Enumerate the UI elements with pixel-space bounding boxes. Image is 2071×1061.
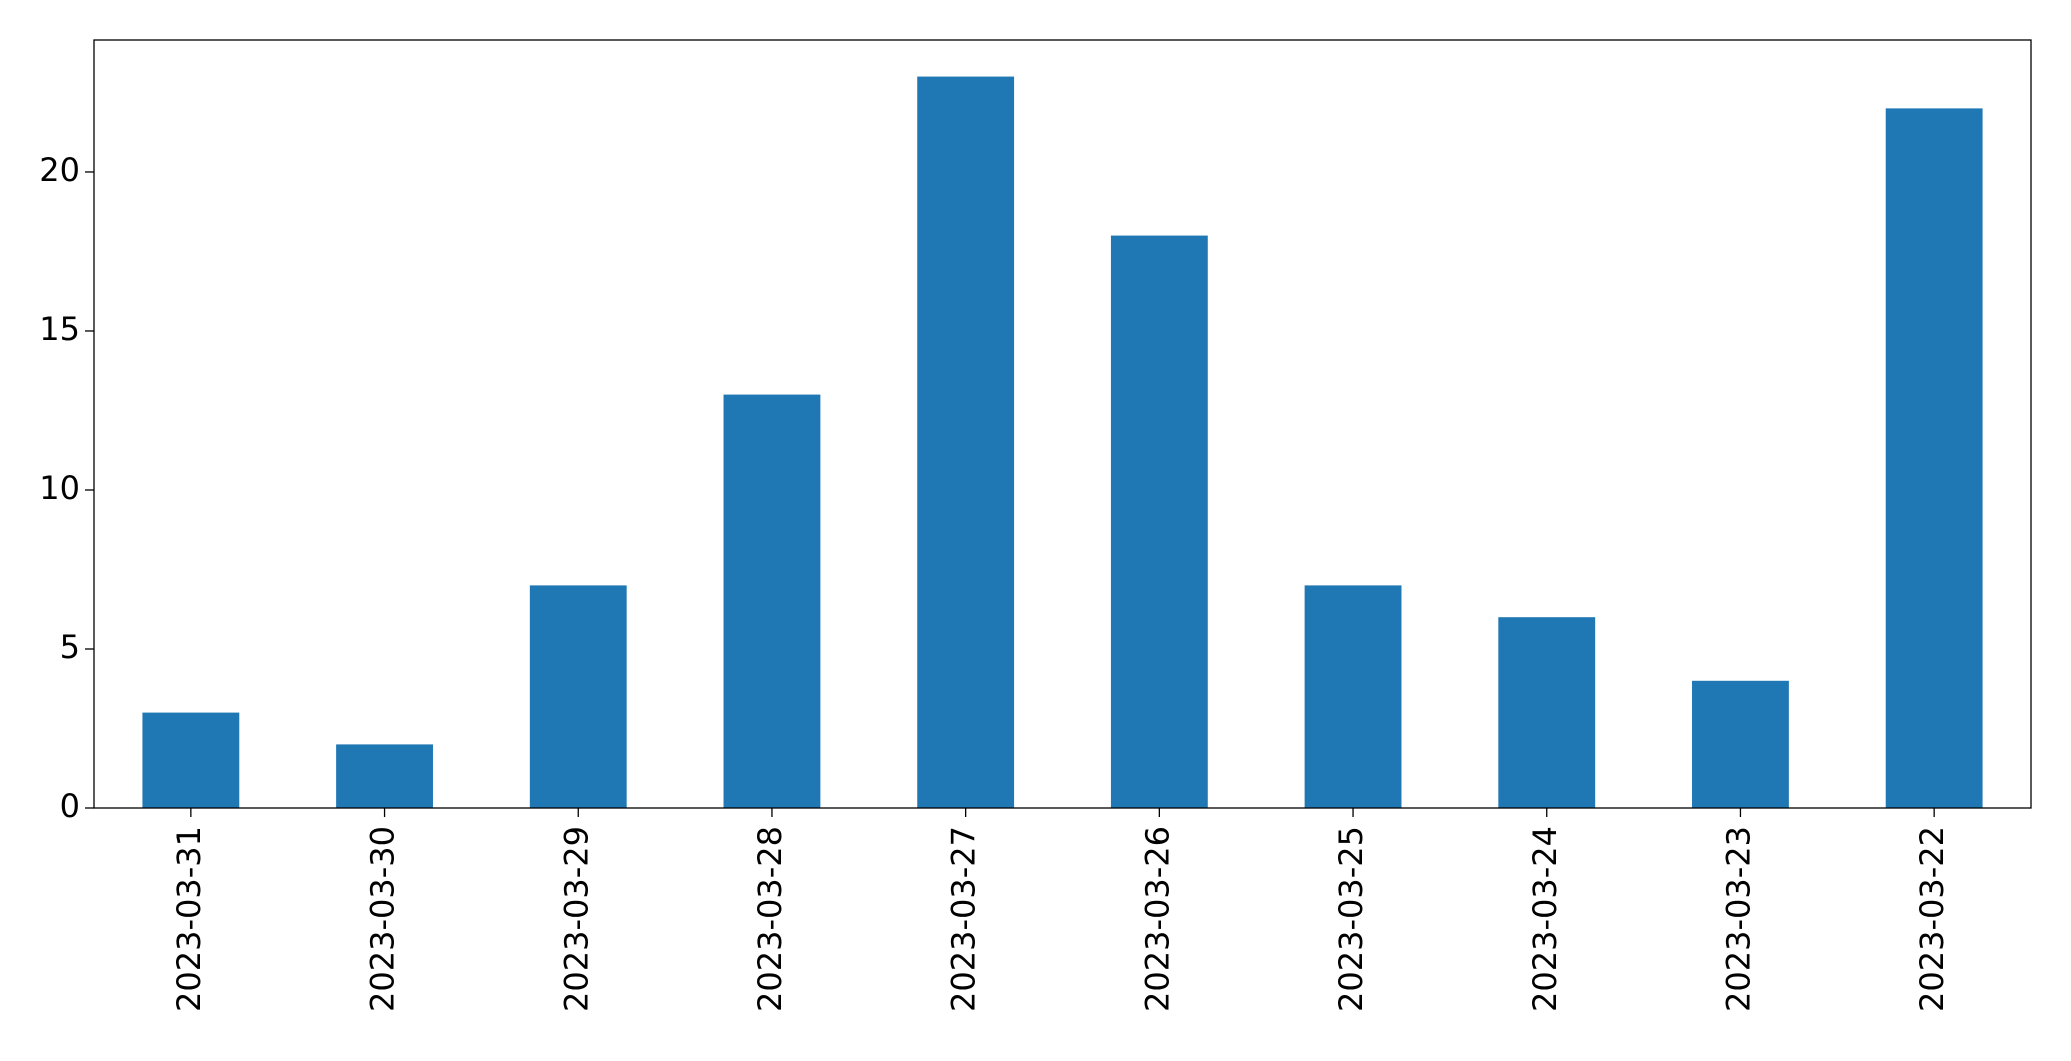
y-tick-label: 20 [39,151,80,189]
y-tick-label: 0 [60,787,80,825]
x-tick-label: 2023-03-31 [170,826,208,1012]
y-tick-label: 10 [39,469,80,507]
bar [1885,108,1983,808]
bar [1110,235,1208,808]
bar [1304,585,1402,808]
bar [1498,617,1596,808]
x-tick-label: 2023-03-24 [1526,826,1564,1012]
bar [917,76,1015,809]
y-tick-label: 15 [39,310,80,348]
x-tick-label: 2023-03-30 [364,826,402,1012]
plot-frame [93,39,2032,809]
x-tick-label: 2023-03-26 [1138,826,1176,1012]
x-tick-label: 2023-03-25 [1332,826,1370,1012]
bar [1692,680,1789,808]
bar [529,585,627,808]
x-tick-label: 2023-03-22 [1913,826,1951,1012]
x-tick-label: 2023-03-29 [557,826,595,1012]
y-tick-label: 5 [60,628,80,666]
bar [142,712,240,808]
bar [336,744,433,808]
x-tick-label: 2023-03-27 [945,826,983,1012]
bar [723,394,821,808]
x-tick-label: 2023-03-23 [1719,826,1757,1012]
x-tick-label: 2023-03-28 [751,826,789,1012]
